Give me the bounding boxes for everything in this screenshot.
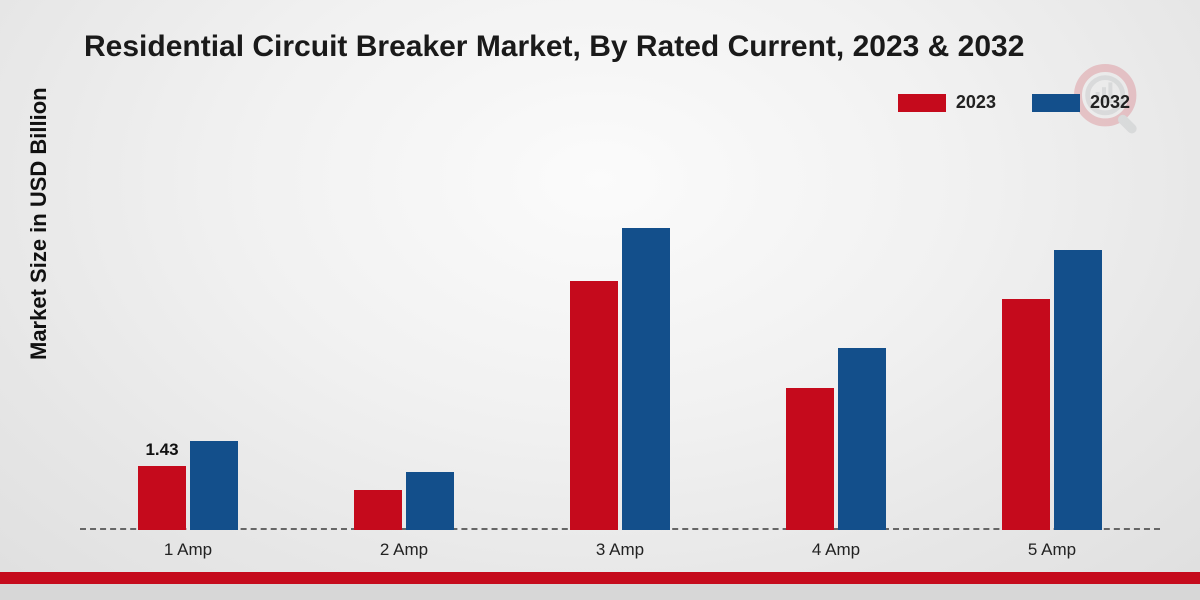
bar-group: 5 Amp (992, 130, 1112, 530)
bar-2023 (354, 490, 402, 530)
bar-2023 (138, 466, 186, 530)
bar-2023 (570, 281, 618, 530)
legend-label-2032: 2032 (1090, 92, 1130, 113)
chart-stage: Residential Circuit Breaker Market, By R… (0, 0, 1200, 600)
bar-2032 (1054, 250, 1102, 530)
legend-label-2023: 2023 (956, 92, 996, 113)
legend: 2023 2032 (898, 92, 1130, 113)
x-tick-label: 2 Amp (380, 540, 428, 560)
x-tick-label: 1 Amp (164, 540, 212, 560)
plot-area: 1.431 Amp 2 Amp 3 Amp 4 Amp 5 Amp (80, 130, 1160, 530)
x-tick-label: 5 Amp (1028, 540, 1076, 560)
x-tick-label: 3 Amp (596, 540, 644, 560)
bar-group: 4 Amp (776, 130, 896, 530)
legend-swatch-2023 (898, 94, 946, 112)
legend-swatch-2032 (1032, 94, 1080, 112)
bar-2032 (838, 348, 886, 530)
footer-grey-bar (0, 584, 1200, 600)
footer-red-bar (0, 572, 1200, 584)
y-axis-label: Market Size in USD Billion (26, 87, 52, 360)
legend-item-2023: 2023 (898, 92, 996, 113)
bar-2032 (622, 228, 670, 530)
bar-2032 (406, 472, 454, 530)
chart-title: Residential Circuit Breaker Market, By R… (84, 30, 1024, 64)
bar-group: 1.431 Amp (128, 130, 248, 530)
bar-value-label: 1.43 (145, 440, 178, 460)
bar-group: 2 Amp (344, 130, 464, 530)
legend-item-2032: 2032 (1032, 92, 1130, 113)
x-tick-label: 4 Amp (812, 540, 860, 560)
bar-2032 (190, 441, 238, 530)
bar-group: 3 Amp (560, 130, 680, 530)
bar-2023 (786, 388, 834, 530)
bar-2023 (1002, 299, 1050, 530)
